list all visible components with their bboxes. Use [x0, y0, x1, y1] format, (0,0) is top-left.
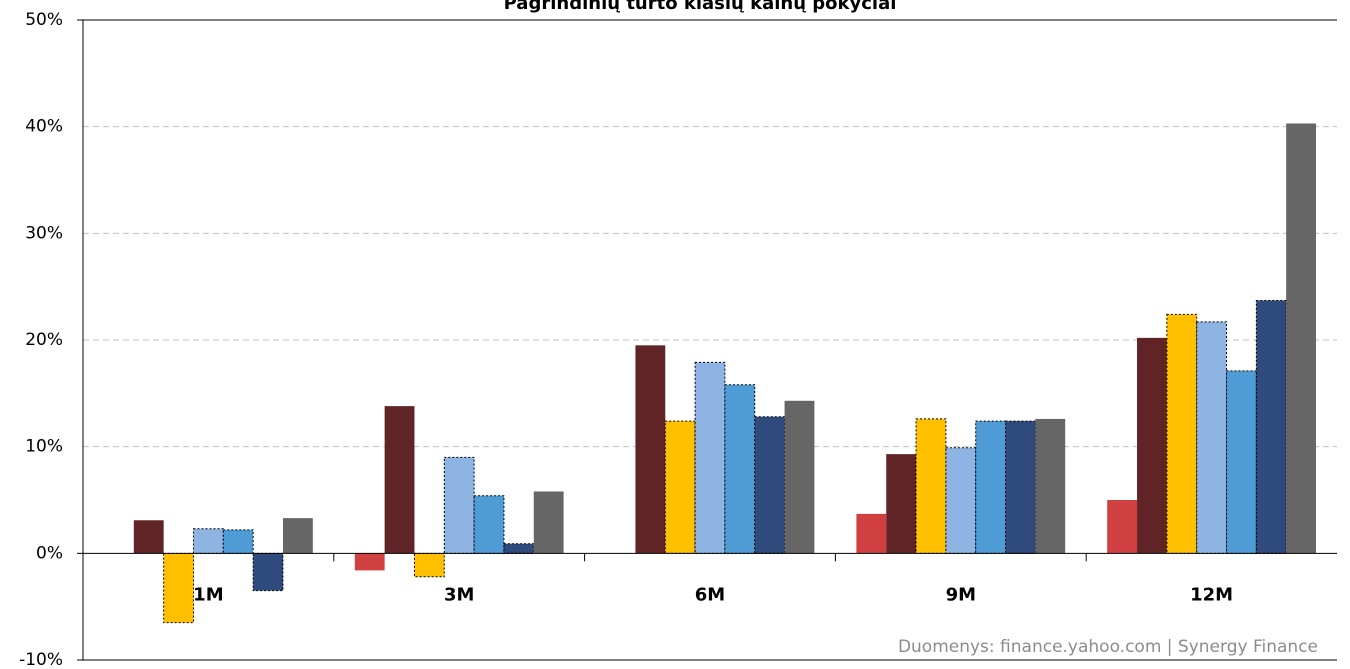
bar: [975, 420, 1007, 554]
x-tick-label: 1M: [193, 584, 223, 605]
bar: [473, 495, 505, 554]
bar: [664, 420, 696, 554]
bar: [163, 552, 194, 624]
y-tick-label: 10%: [25, 437, 63, 457]
bar: [1196, 321, 1228, 554]
bar: [724, 384, 756, 554]
bar: [886, 454, 917, 554]
x-tick-label: 6M: [695, 584, 725, 605]
bar: [754, 416, 786, 554]
bar: [413, 552, 445, 578]
bar: [784, 400, 815, 554]
bar: [635, 345, 666, 554]
bar: [1166, 313, 1198, 554]
bar: [252, 552, 284, 592]
bar: [1286, 123, 1316, 554]
x-tick-label: 12M: [1190, 584, 1233, 605]
bar: [443, 456, 475, 554]
bar: [1255, 300, 1287, 554]
y-tick-label: 40%: [25, 117, 63, 137]
bar: [1137, 337, 1167, 554]
y-tick-label: -10%: [19, 650, 63, 669]
bar: [533, 491, 564, 554]
bar: [192, 528, 224, 554]
source-note: Duomenys: finance.yahoo.com | Synergy Fi…: [898, 637, 1318, 657]
bar: [1005, 420, 1036, 554]
bar: [1035, 418, 1066, 554]
bar: [354, 553, 385, 571]
bar: [1226, 370, 1257, 554]
x-tick-label: 3M: [444, 584, 474, 605]
x-tick-label: 9M: [946, 584, 976, 605]
bar: [222, 529, 254, 554]
bar: [133, 520, 164, 554]
bar: [694, 361, 726, 554]
bar: [384, 406, 415, 554]
y-tick-label: 0%: [36, 543, 63, 563]
y-tick-label: 20%: [25, 330, 63, 350]
chart-title: Pagrindinių turto klasių kainų pokyčiai: [504, 0, 897, 14]
bar: [503, 543, 535, 554]
y-tick-label: 30%: [25, 223, 63, 243]
bar: [856, 513, 887, 554]
bar: [945, 447, 977, 554]
bar: [282, 518, 313, 554]
bar: [915, 418, 947, 554]
bar: [1107, 500, 1138, 554]
y-tick-label: 50%: [25, 10, 63, 30]
